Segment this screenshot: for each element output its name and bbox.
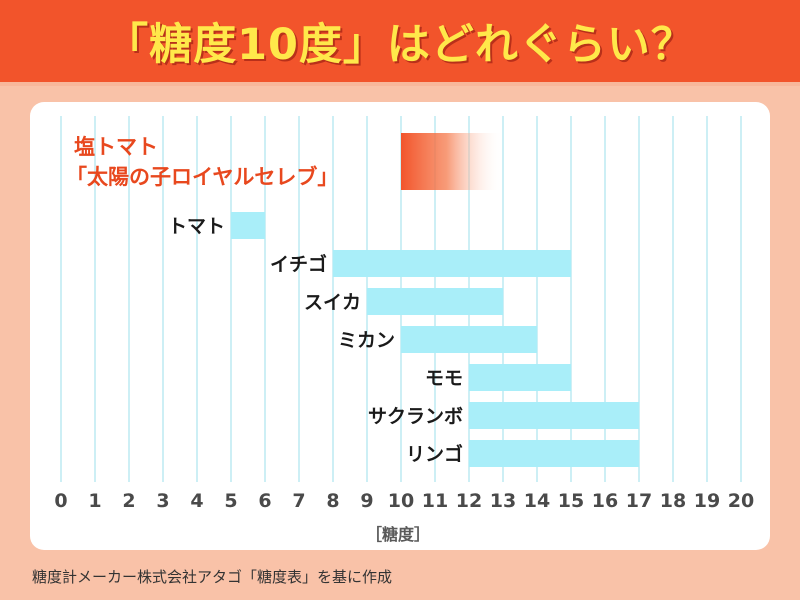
bar-label: リンゴ — [406, 443, 463, 466]
x-tick-label: 17 — [626, 490, 652, 512]
x-axis-label: ［糖度］ — [366, 525, 430, 544]
sugar-range-chart: 塩トマト「太陽の子ロイヤルセレブ」トマトイチゴスイカミカンモモサクランボリンゴ … — [54, 116, 754, 544]
x-tick-label: 7 — [292, 490, 305, 512]
highlight-label-line2: 「太陽の子ロイヤルセレブ」 — [66, 165, 338, 189]
bar — [231, 212, 265, 239]
x-tick-label: 14 — [524, 490, 550, 512]
bar — [333, 250, 571, 277]
x-tick-label: 19 — [694, 490, 720, 512]
x-tick-label: 11 — [422, 490, 448, 512]
bar — [401, 326, 537, 353]
bar — [469, 402, 639, 429]
page-title: 「糖度10度」はどれぐらい？ — [105, 20, 695, 70]
x-tick-label: 13 — [490, 490, 516, 512]
x-tick-label: 6 — [258, 490, 271, 512]
x-tick-label: 12 — [456, 490, 482, 512]
bar — [469, 440, 639, 467]
x-tick-label: 9 — [360, 490, 373, 512]
x-tick-label: 10 — [388, 490, 414, 512]
x-tick-label: 0 — [54, 490, 67, 512]
bar — [367, 288, 503, 315]
x-tick-label: 18 — [660, 490, 686, 512]
highlight-bar — [401, 133, 503, 190]
x-tick-label: 5 — [224, 490, 237, 512]
bar-label: スイカ — [304, 292, 361, 314]
title-banner: 「糖度10度」はどれぐらい？ — [0, 0, 800, 86]
highlight-label-line1: 塩トマト — [74, 135, 158, 159]
x-tick-label: 3 — [156, 490, 169, 512]
x-tick-label: 2 — [122, 490, 135, 512]
bar-label: ミカン — [338, 330, 395, 352]
x-tick-label: 15 — [558, 490, 584, 512]
x-tick-label: 4 — [190, 490, 203, 512]
x-axis-ticks: 0 1 2 3 4 5 6 7 8 9 10 11 12 13 14 15 16 17 18 19 20 — [54, 490, 754, 512]
bar-label: イチゴ — [270, 253, 327, 276]
bar-label: サクランボ — [368, 406, 463, 428]
source-note: 糖度計メーカー株式会社アタゴ「糖度表」を基に作成 — [32, 568, 393, 586]
x-tick-label: 1 — [88, 490, 101, 512]
chart-panel: 塩トマト 「太陽の子ロイヤルセレブ」 トマト イチゴ スイカ ミカン モモ サクランボ リンゴ … — [30, 102, 770, 550]
bar-label: モモ — [425, 368, 463, 390]
bars — [231, 133, 639, 467]
bar-label: トマト — [168, 216, 225, 238]
bar — [469, 364, 571, 391]
x-tick-label: 8 — [326, 490, 339, 512]
x-tick-label: 16 — [592, 490, 618, 512]
x-tick-label: 20 — [728, 490, 754, 512]
